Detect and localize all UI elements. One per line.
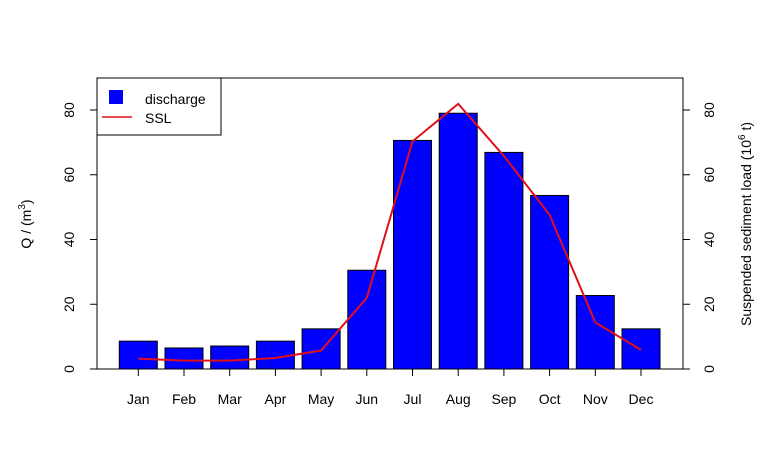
bar-jun [347, 269, 387, 370]
y-tick-label: 40 [61, 232, 77, 248]
x-tick-label: Mar [218, 391, 242, 407]
y2-tick-label: 40 [701, 232, 717, 248]
legend-box [96, 77, 222, 136]
y2-tick-label: 0 [701, 365, 717, 373]
x-tick-label: Apr [265, 391, 287, 407]
bar-nov [575, 295, 615, 370]
ssl-line-group [138, 102, 642, 362]
y2-tick-label: 60 [701, 167, 717, 183]
x-tick-label: Aug [446, 391, 471, 407]
bar-mar [210, 345, 250, 370]
x-tick-label: Jun [356, 391, 379, 407]
bars [118, 112, 661, 370]
y2-axis-label: Suspended sediment load (106 t) [737, 122, 754, 326]
bar-aug [438, 112, 478, 370]
x-tick-label: Dec [629, 391, 654, 407]
legend: discharge SSL [96, 77, 222, 136]
x-tick-label: Sep [491, 391, 516, 407]
x-tick-label: Jan [127, 391, 150, 407]
y-tick-label: 20 [61, 296, 77, 312]
axes: Jan Feb Mar Apr May Jun Jul Aug Sep Oct Nov Dec 0 20 4… [61, 102, 717, 407]
x-tick-label: May [308, 391, 334, 407]
y-tick-label: 60 [61, 167, 77, 183]
bar-jan [118, 340, 158, 370]
plot-frame [96, 77, 684, 370]
x-tick-label: Jul [404, 391, 422, 407]
x-tick-label: Feb [172, 391, 196, 407]
ssl-line [138, 102, 642, 362]
legend-discharge-swatch [109, 90, 123, 104]
y-tick-label: 80 [61, 102, 77, 118]
legend-discharge-label: discharge [145, 91, 206, 107]
y2-tick-label: 20 [701, 296, 717, 312]
y-axis-label: Q / (m3) [17, 199, 34, 248]
bar-feb [164, 347, 204, 370]
legend-ssl-label: SSL [145, 110, 172, 126]
x-tick-label: Oct [539, 391, 561, 407]
x-tick-label: Nov [583, 391, 608, 407]
bar-oct [530, 194, 570, 370]
bar-jul [393, 139, 432, 370]
bar-sep [484, 151, 524, 370]
y2-tick-label: 80 [701, 102, 717, 118]
y-tick-label: 0 [61, 365, 77, 373]
